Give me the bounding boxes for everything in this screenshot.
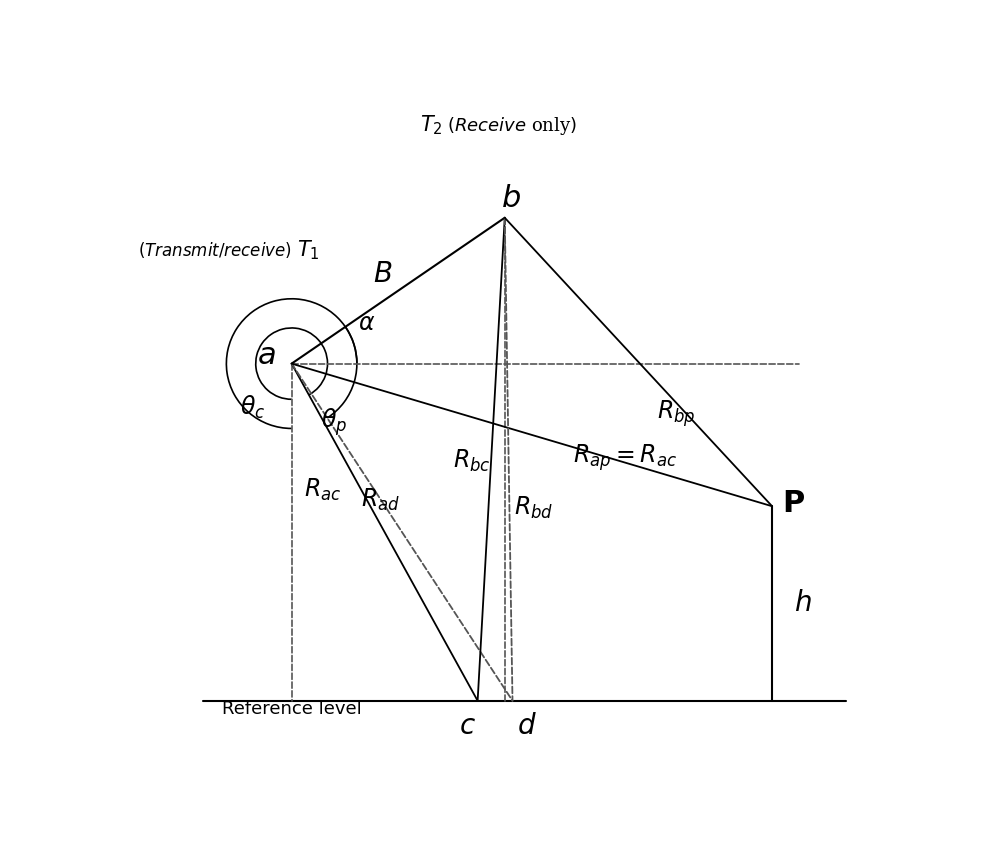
- Text: $(\mathit{Transmit / receive})$: $(\mathit{Transmit / receive})$: [138, 240, 292, 260]
- Text: $R_{ac}$: $R_{ac}$: [304, 477, 341, 504]
- Text: $(\mathit{Receive}$ only$)$: $(\mathit{Receive}$ only$)$: [447, 115, 576, 136]
- Text: $R_{ad}$: $R_{ad}$: [361, 487, 400, 513]
- Text: $T_2$: $T_2$: [420, 114, 443, 137]
- Text: $h$: $h$: [794, 590, 812, 617]
- Text: $T_1$: $T_1$: [297, 238, 320, 262]
- Text: $c$: $c$: [459, 713, 476, 740]
- Text: $R_{ap}=R_{ac}$: $R_{ap}=R_{ac}$: [573, 442, 677, 473]
- Text: $R_{bp}$: $R_{bp}$: [657, 398, 696, 429]
- Text: $\alpha$: $\alpha$: [358, 312, 375, 335]
- Text: $R_{bd}$: $R_{bd}$: [514, 495, 553, 521]
- Text: $R_{bc}$: $R_{bc}$: [453, 448, 491, 474]
- Text: $\theta_c$: $\theta_c$: [240, 394, 266, 421]
- Text: $a$: $a$: [257, 340, 275, 371]
- Text: $d$: $d$: [517, 713, 536, 740]
- Text: $B$: $B$: [373, 261, 392, 288]
- Text: $\mathbf{P}$: $\mathbf{P}$: [782, 488, 805, 519]
- Text: Reference level: Reference level: [222, 701, 362, 718]
- Text: $b$: $b$: [501, 183, 521, 214]
- Text: $\theta_p$: $\theta_p$: [321, 406, 347, 438]
